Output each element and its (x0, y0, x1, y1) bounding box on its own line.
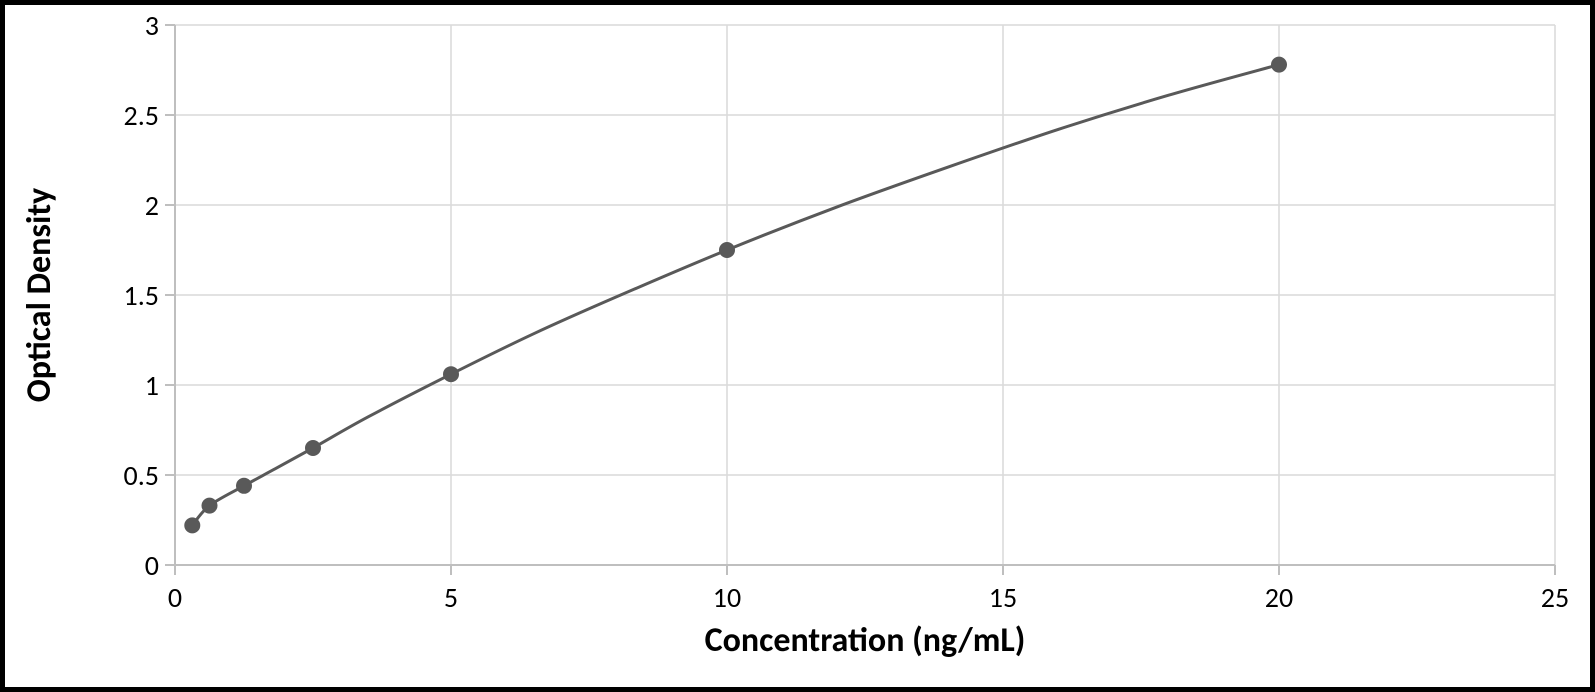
chart-frame: 0 5 10 15 20 25 0 0.5 1 1.5 2 2.5 3 Concentration (ng… (0, 0, 1595, 692)
y-tick-label: 0 (145, 548, 159, 583)
data-point-marker (202, 498, 218, 514)
y-axis-title: Optical Density (19, 188, 60, 402)
data-point-marker (443, 366, 459, 382)
x-tick-label: 20 (1265, 580, 1293, 615)
data-point-marker (719, 242, 735, 258)
x-axis-title: Concentration (ng/mL) (705, 620, 1026, 661)
y-tick-label: 1.5 (124, 278, 159, 313)
y-tick-label: 0.5 (124, 458, 159, 493)
chart-container: 0 5 10 15 20 25 0 0.5 1 1.5 2 2.5 3 Concentration (ng… (5, 5, 1590, 687)
x-tick-label: 5 (444, 580, 458, 615)
x-tick-label: 0 (168, 580, 182, 615)
data-point-marker (1271, 57, 1287, 73)
y-tick-label: 3 (145, 8, 159, 43)
x-tick-label: 25 (1541, 580, 1569, 615)
x-tick-label: 10 (713, 580, 741, 615)
data-point-marker (305, 440, 321, 456)
y-tick-label: 2 (145, 188, 159, 223)
data-point-marker (184, 517, 200, 533)
data-point-marker (236, 478, 252, 494)
x-tick-label: 15 (989, 580, 1017, 615)
y-tick-label: 2.5 (124, 98, 159, 133)
y-tick-label: 1 (145, 368, 159, 403)
chart-svg: 0 5 10 15 20 25 0 0.5 1 1.5 2 2.5 3 Concentration (ng… (5, 5, 1590, 687)
